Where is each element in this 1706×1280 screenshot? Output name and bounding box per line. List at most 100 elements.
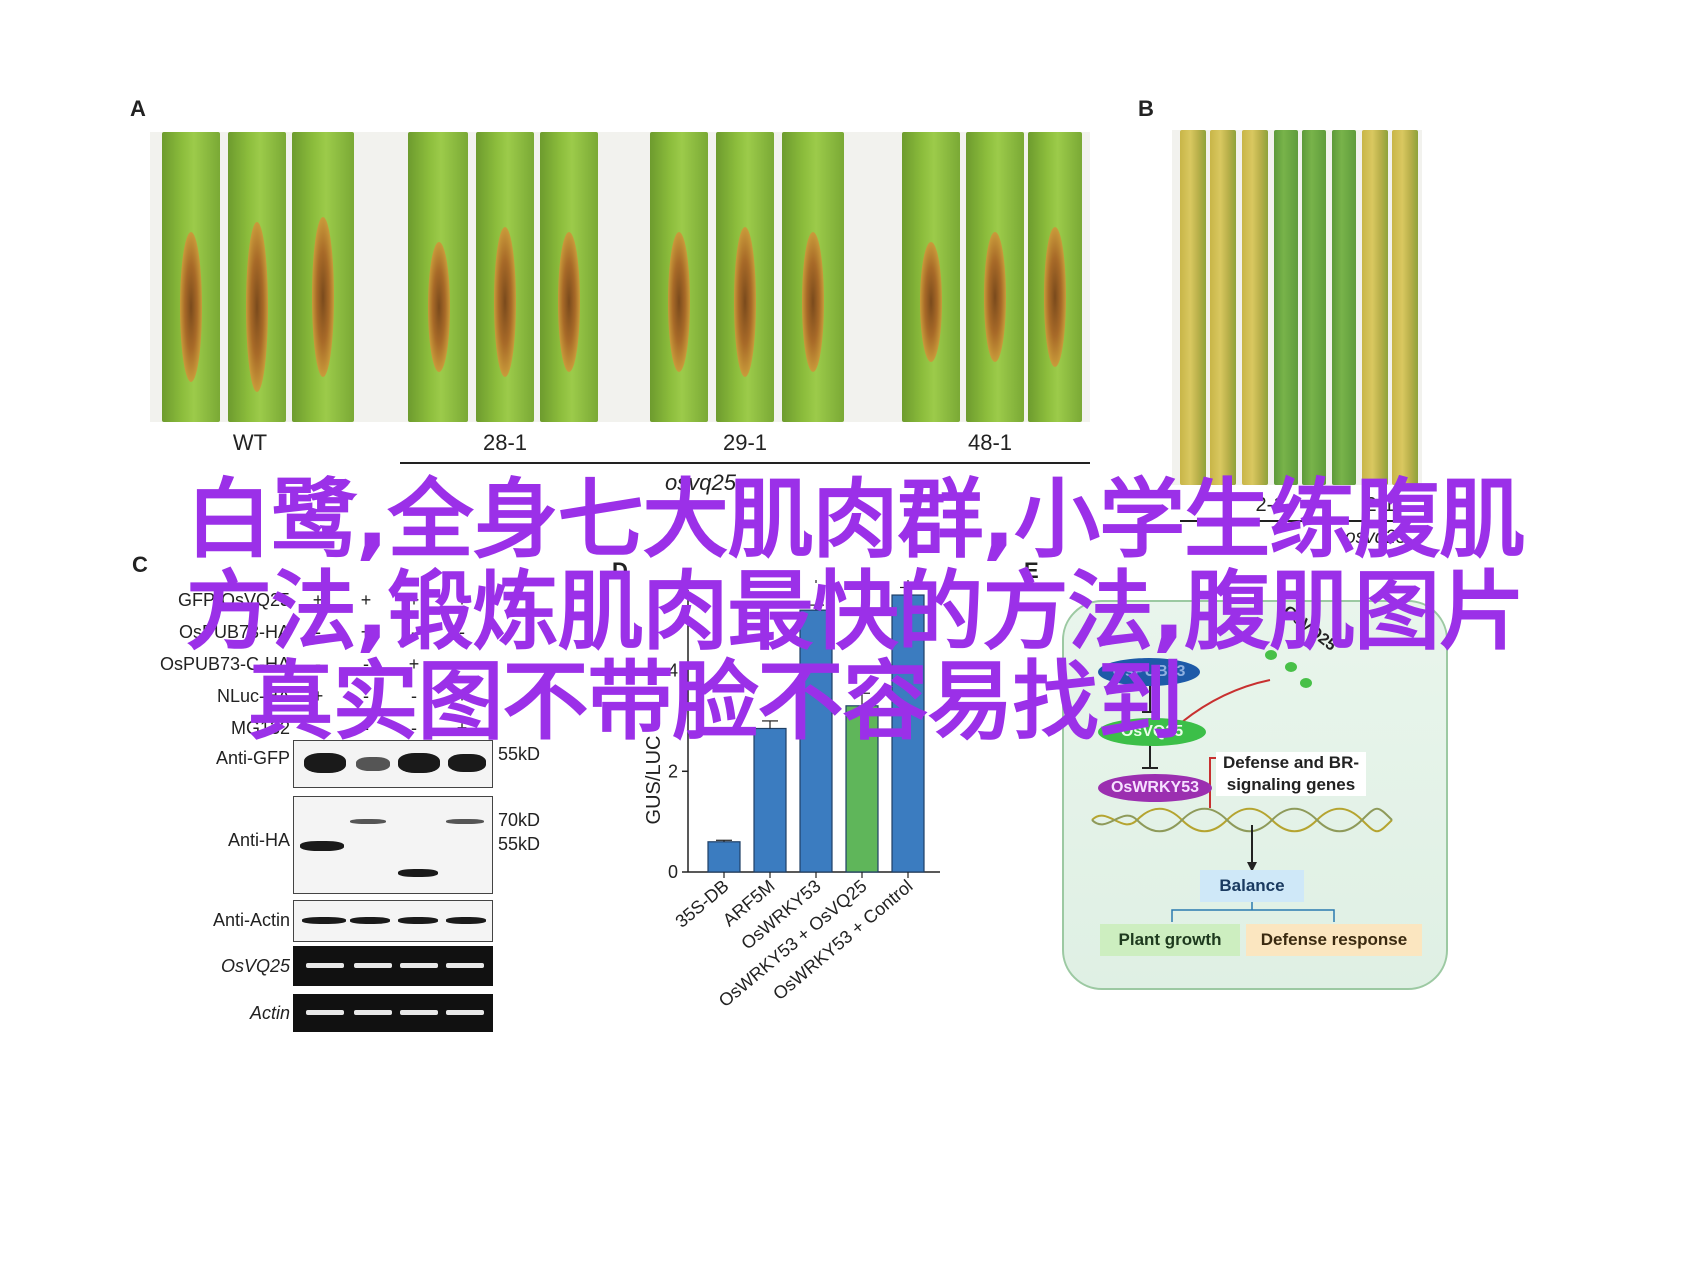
- blot-anti-ha: [293, 796, 493, 894]
- lesion: [668, 232, 690, 372]
- row-label-ospub73-ha: OsPUB73-HA: [178, 622, 290, 642]
- genotype-label-osvq25: osvq25: [665, 470, 736, 495]
- y-axis-label: GUS/LUC: [643, 736, 665, 825]
- leaf: [1210, 130, 1236, 485]
- band: [446, 963, 484, 968]
- panel-a-letter: A: [130, 96, 146, 121]
- leaf: [540, 132, 598, 422]
- leaf: [650, 132, 708, 422]
- pm-cell: -: [363, 718, 369, 738]
- panel-d-letter: D: [612, 558, 628, 583]
- blot-label-osvq25: OsVQ25: [220, 956, 290, 976]
- lesion: [1044, 227, 1066, 367]
- node-ospub73: OsPUB73: [1098, 658, 1200, 686]
- pm-cell: -: [363, 686, 369, 706]
- overlay-title-line-2: 方法,锻炼肌肉最快的方法,腹肌图片: [185, 562, 1525, 662]
- panel-b-group-label-1: 2-1: [1255, 494, 1285, 516]
- band: [306, 1010, 344, 1015]
- protein-dot: [1265, 650, 1277, 660]
- leaf: [1242, 130, 1268, 485]
- band: [354, 1010, 392, 1015]
- lesion: [558, 232, 580, 372]
- band: [446, 819, 484, 824]
- bar: [799, 609, 833, 873]
- leaf: [902, 132, 960, 422]
- leaf: [1362, 130, 1388, 485]
- leaf: [782, 132, 844, 422]
- group-label-48-1: 48-1: [967, 430, 1013, 455]
- group-label-28-1: 28-1: [482, 430, 528, 455]
- blot-label-actin: Actin: [249, 1003, 290, 1023]
- band: [446, 1010, 484, 1015]
- leaf: [966, 132, 1024, 422]
- band: [300, 841, 344, 851]
- leaf: [1028, 132, 1082, 422]
- leaf: [1392, 130, 1418, 485]
- panel-c-letter: C: [132, 552, 148, 577]
- panel-b-leaf-photo: [1172, 130, 1422, 485]
- row-label-nluc-ha: NLuc-HA: [216, 686, 290, 706]
- node-defense-response: Defense response: [1246, 924, 1422, 956]
- y-tick-label: 4: [668, 661, 678, 681]
- leaf: [228, 132, 286, 422]
- node-balance: Balance: [1200, 870, 1304, 902]
- pm-cell: +: [456, 718, 468, 738]
- pm-cell: +: [360, 590, 372, 610]
- protein-dot: [1300, 678, 1312, 688]
- group-label-wt: WT: [232, 430, 268, 455]
- curved-arrow: [1181, 679, 1271, 723]
- leaf: [1274, 130, 1298, 485]
- arrow-to-balance-head: [1247, 862, 1257, 872]
- group-label-29-1: 29-1: [722, 430, 768, 455]
- row-label-mg132: MG132: [230, 718, 290, 738]
- pm-cell: -: [411, 718, 417, 738]
- pm-cell: -: [411, 686, 417, 706]
- genotype-bracket-line: [400, 462, 1090, 464]
- band: [400, 1010, 438, 1015]
- band: [356, 757, 390, 771]
- x-tick-label: 35S-DB: [671, 876, 732, 932]
- lesion: [180, 232, 202, 382]
- bar: [891, 594, 925, 873]
- panel-a-leaf-photo: [150, 132, 1090, 422]
- lesion: [494, 227, 516, 377]
- gel-osvq25: [293, 946, 493, 986]
- leaf: [716, 132, 774, 422]
- band: [306, 963, 344, 968]
- node-defense-genes: Defense and BR-signaling genes: [1216, 752, 1366, 796]
- band: [398, 869, 438, 877]
- dna-helix-2: [1091, 807, 1393, 833]
- leaf: [292, 132, 354, 422]
- lesion: [734, 227, 756, 377]
- protein-dot: [1285, 662, 1297, 672]
- band: [446, 917, 486, 924]
- band: [304, 753, 346, 773]
- pm-cell: -: [459, 622, 465, 642]
- bar: [753, 727, 787, 873]
- pm-cell: -: [315, 718, 321, 738]
- marker-55kd: 55kD: [498, 744, 541, 764]
- band: [448, 754, 486, 772]
- band: [350, 819, 386, 824]
- blot-label-anti-actin: Anti-Actin: [212, 910, 290, 930]
- lesion: [246, 222, 268, 392]
- pm-cell: +: [408, 590, 420, 610]
- blot-label-anti-gfp: Anti-GFP: [215, 748, 290, 768]
- panel-b-letter: B: [1138, 96, 1154, 121]
- band: [350, 917, 390, 924]
- panel-b-genotype-label: osvq25: [1345, 527, 1407, 548]
- leaf: [162, 132, 220, 422]
- overlay-title-line-3: 真实图不带脸不容易找到: [247, 652, 1184, 752]
- leaf: [476, 132, 534, 422]
- pm-cell: +: [456, 686, 468, 706]
- lesion: [802, 232, 824, 372]
- row-label-gfp-osvq25: GFP-OsVQ25: [177, 590, 290, 610]
- pm-cell: +: [360, 622, 372, 642]
- row-label-ospub73-c-ha: OsPUB73-C-HA: [159, 654, 290, 674]
- band: [398, 753, 440, 773]
- pm-cell: -: [315, 654, 321, 674]
- leaf: [1302, 130, 1326, 485]
- pm-cell: +: [312, 590, 324, 610]
- marker-70kd: 70kD: [498, 810, 541, 830]
